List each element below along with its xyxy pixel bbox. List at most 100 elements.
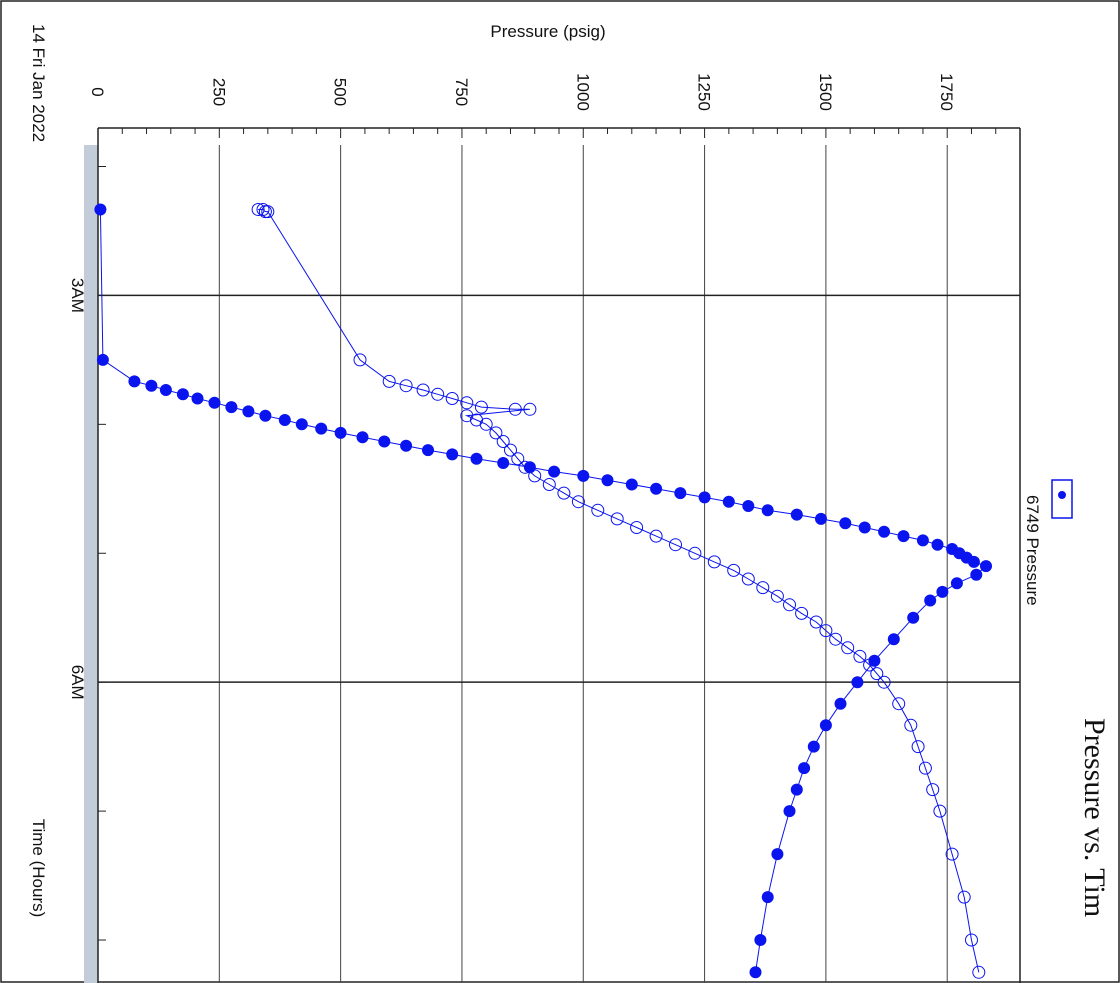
data-point-open <box>870 667 884 681</box>
data-point-open <box>795 606 809 620</box>
data-point-open <box>809 615 823 629</box>
data-point-filled <box>259 409 272 422</box>
data-point-open <box>688 546 702 560</box>
data-point-filled <box>970 568 983 581</box>
data-point-filled <box>931 538 944 551</box>
data-point-filled <box>650 482 663 495</box>
data-point-filled <box>742 500 755 512</box>
data-point-open <box>926 783 940 797</box>
data-point-filled <box>334 426 347 439</box>
data-point-open <box>863 658 877 672</box>
data-point-filled <box>548 465 561 478</box>
data-point-open <box>707 555 721 569</box>
data-point-open <box>382 374 396 388</box>
data-point-open <box>511 452 525 466</box>
data-point-open <box>911 740 925 754</box>
data-point-filled <box>851 676 864 689</box>
data-point-filled <box>897 530 910 543</box>
data-point-open <box>479 417 493 431</box>
data-point-open <box>353 353 367 367</box>
data-point-open <box>610 512 624 526</box>
data-point-open <box>933 804 947 818</box>
data-point-open <box>904 718 918 732</box>
legend-entry-label: 6749 Pressure <box>1023 495 1042 606</box>
data-point-open <box>819 624 833 638</box>
data-point-open <box>528 469 542 483</box>
data-point-filled <box>819 719 832 732</box>
x-axis-label: Time (Hours) <box>29 819 48 918</box>
data-point-filled <box>907 611 920 624</box>
data-point-open <box>504 443 517 457</box>
data-point-open <box>892 697 906 711</box>
data-point-filled <box>208 396 221 409</box>
data-point-open <box>877 675 891 689</box>
data-point-filled <box>159 384 172 396</box>
data-point-open <box>965 933 978 947</box>
data-point-filled <box>128 375 141 388</box>
y-axis-label: Pressure (psig) <box>490 22 605 41</box>
data-point-filled <box>96 353 109 366</box>
y-tick-label: 500 <box>331 78 350 106</box>
data-point-filled <box>225 401 238 414</box>
data-point-filled <box>761 504 774 517</box>
data-point-filled <box>625 478 638 491</box>
data-point-open <box>261 205 275 219</box>
data-point-filled <box>754 934 767 946</box>
data-point-filled <box>145 379 158 392</box>
data-point-filled <box>916 534 929 547</box>
data-point-filled <box>790 508 803 521</box>
data-point-filled <box>858 521 871 534</box>
data-point-filled <box>980 560 992 573</box>
data-point-filled <box>497 457 510 469</box>
data-point-open <box>460 396 474 410</box>
data-point-filled <box>722 495 735 508</box>
data-point-open <box>542 478 556 491</box>
data-point-filled <box>470 452 483 465</box>
data-point-filled <box>790 783 803 796</box>
axis-band <box>84 145 98 983</box>
y-tick-label: 0 <box>88 87 107 96</box>
data-point-filled <box>176 388 189 401</box>
data-point-open <box>474 400 488 414</box>
x-tick-label: 3AM <box>68 278 87 313</box>
data-point-open <box>518 460 532 474</box>
data-point-open <box>416 383 430 397</box>
data-point-filled <box>278 414 291 426</box>
data-point-filled <box>967 555 980 568</box>
data-point-open <box>251 203 265 216</box>
data-point-filled <box>936 585 949 598</box>
chart-title: Pressure vs. Tim <box>1078 718 1111 917</box>
y-tick-label: 1500 <box>816 73 835 111</box>
data-point-open <box>727 563 741 577</box>
data-point-filled <box>577 469 590 482</box>
data-point-open <box>783 598 796 612</box>
data-point-open <box>399 379 413 393</box>
data-point-filled <box>807 740 820 753</box>
series-line-filled <box>99 209 987 973</box>
data-point-filled <box>834 697 847 710</box>
data-point-open <box>571 495 585 509</box>
data-point-open <box>972 965 986 979</box>
data-point-filled <box>378 435 391 448</box>
data-point-filled <box>698 491 711 504</box>
data-point-filled <box>878 525 891 538</box>
data-point-open <box>957 890 971 904</box>
data-point-filled <box>815 512 827 525</box>
y-tick-label: 250 <box>209 78 228 106</box>
data-point-open <box>630 521 644 534</box>
data-point-open <box>756 581 770 595</box>
data-point-open <box>431 387 445 401</box>
data-point-filled <box>242 405 255 418</box>
data-point-filled <box>315 422 328 435</box>
data-point-filled <box>924 594 937 607</box>
y-tick-label: 1250 <box>695 73 714 111</box>
data-point-open <box>508 402 522 416</box>
data-point-open <box>918 761 932 775</box>
y-tick-label: 1000 <box>573 73 592 111</box>
data-point-filled <box>783 805 796 818</box>
data-point-filled <box>839 517 852 530</box>
y-tick-label: 1750 <box>937 73 956 111</box>
data-point-open <box>649 529 663 543</box>
data-point-open <box>853 649 867 663</box>
